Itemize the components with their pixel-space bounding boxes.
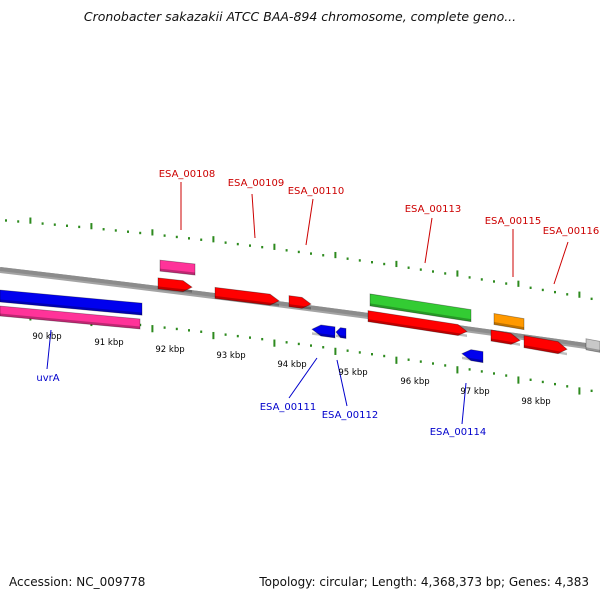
feature-ESA_00115-cds: [490, 329, 521, 345]
scale-label: 90 kbp: [32, 332, 61, 342]
feature-shade: [0, 299, 142, 316]
forward-gene-label: ESA_00113: [405, 204, 462, 215]
feature-shade: [158, 286, 192, 293]
feature-ESA_00113: [369, 293, 472, 323]
reverse-gene-label: ESA_00114: [430, 427, 487, 438]
scale-label: 97 kbp: [460, 387, 489, 397]
map-title: Cronobacter sakazakii ATCC BAA-894 chrom…: [83, 9, 517, 24]
feature-shade: [370, 303, 471, 322]
scale-label: 91 kbp: [94, 338, 123, 348]
feature-ESA_00115: [493, 313, 525, 331]
forward-leader: [553, 241, 569, 285]
forward-leader: [251, 193, 256, 239]
feature-shade: [586, 347, 600, 353]
outer-ticks: [5, 217, 593, 301]
reverse-gene-label: ESA_00111: [260, 402, 317, 413]
feature-ESA_00112: [335, 327, 347, 339]
feature-ESA_00109: [214, 286, 280, 306]
accession-text: Accession: NC_009778: [9, 575, 146, 589]
scale-label: 98 kbp: [521, 397, 550, 407]
feature-ESA_00114: [461, 349, 484, 364]
forward-leader: [424, 217, 433, 264]
forward-gene-label: ESA_00108: [159, 169, 216, 180]
scale-label: 94 kbp: [277, 360, 306, 370]
reverse-leader: [336, 359, 348, 407]
feature-ESA_00108-cds: [157, 277, 193, 293]
feature-shade: [312, 332, 335, 338]
reverse-leader: [461, 382, 467, 425]
reverse-gene-label: uvrA: [36, 373, 59, 384]
feature-shade: [160, 268, 195, 276]
feature-ESA_00108: [159, 259, 196, 276]
reverse-leader: [46, 329, 52, 370]
reverse-gene-label: ESA_00112: [322, 410, 379, 421]
feature-shade: [289, 304, 311, 310]
features: [0, 259, 600, 364]
feature-ESA_00117: [585, 338, 600, 353]
feature-shade: [524, 345, 567, 356]
feature-shade: [215, 295, 279, 307]
feature-shade: [336, 334, 346, 339]
feature-shade: [0, 313, 140, 329]
forward-leader: [305, 198, 314, 246]
feature-shade: [494, 321, 524, 330]
feature-ESA_00111: [311, 324, 336, 339]
feature-shade: [491, 338, 520, 346]
leader-lines: [46, 182, 569, 425]
reverse-leader: [288, 357, 318, 399]
genome-summary-text: Topology: circular; Length: 4,368,373 bp…: [259, 575, 589, 589]
scale-label: 96 kbp: [400, 377, 429, 387]
scale-labels: 90 kbp 91 kbp 92 kbp 93 kbp 94 kbp 95 kbp 96 k…: [32, 332, 550, 407]
forward-gene-label: ESA_00116: [543, 226, 600, 237]
feature-ESA_00116: [523, 335, 568, 355]
feature-shade: [368, 319, 467, 337]
feature-uvrA-pink: [0, 305, 141, 330]
forward-gene-label: ESA_00115: [485, 216, 542, 227]
feature-ESA_00110: [288, 295, 312, 309]
feature-uvrA: [0, 289, 143, 316]
feature-shade: [462, 356, 483, 363]
scale-label: 93 kbp: [216, 351, 245, 361]
forward-gene-label: ESA_00110: [288, 186, 345, 197]
forward-gene-label: ESA_00109: [228, 178, 285, 189]
scale-label: 95 kbp: [338, 368, 367, 378]
scale-label: 92 kbp: [155, 345, 184, 355]
feature-ESA_00113-cds: [367, 310, 468, 336]
